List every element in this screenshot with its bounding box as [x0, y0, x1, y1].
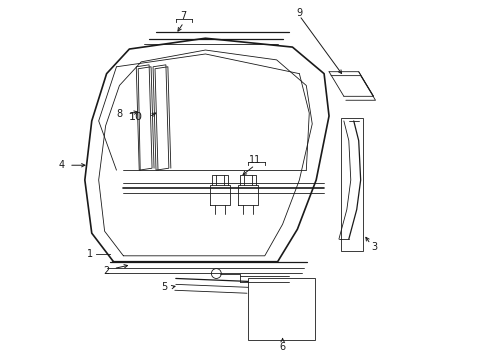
Text: 4: 4: [59, 160, 65, 170]
Text: 1: 1: [87, 249, 93, 259]
Text: 8: 8: [117, 109, 122, 119]
Text: 7: 7: [181, 10, 187, 21]
Text: 9: 9: [296, 8, 302, 18]
Text: 6: 6: [279, 342, 286, 352]
Text: 11: 11: [249, 155, 261, 165]
Text: 5: 5: [161, 282, 167, 292]
Text: 2: 2: [103, 266, 110, 276]
Bar: [248, 278, 315, 339]
Text: 10: 10: [129, 112, 143, 122]
Bar: [341, 118, 363, 251]
Text: 3: 3: [371, 242, 378, 252]
